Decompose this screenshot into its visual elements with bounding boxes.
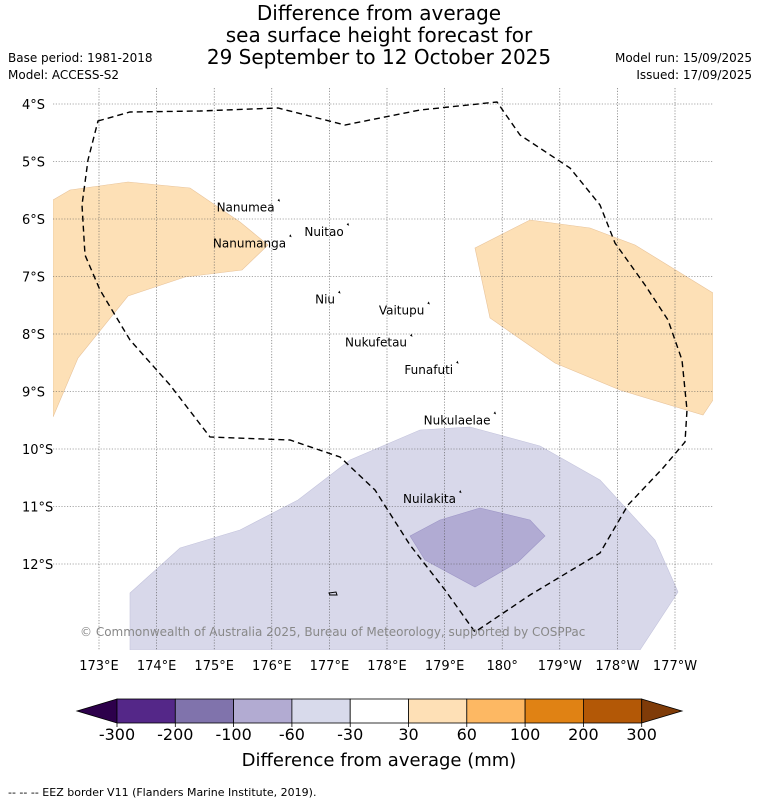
colorbar-segment [524, 698, 584, 724]
lat-label: 10°S [22, 443, 53, 458]
eez-legend-note: -- -- -- EEZ border V11 (Flanders Marine… [8, 786, 317, 799]
colorbar-segment [408, 698, 468, 724]
lon-label: 177°E [310, 659, 350, 674]
colorbar-tick-label: -200 [157, 725, 193, 744]
island-marker [456, 360, 459, 364]
colorbar-extend-high [641, 698, 684, 724]
island-marker [346, 222, 350, 226]
colorbar-segment [583, 698, 643, 724]
lat-label: 4°S [22, 98, 45, 113]
island-marker [459, 490, 462, 494]
place-label: Nanumea [217, 201, 275, 215]
lat-label: 5°S [22, 156, 45, 171]
lon-label: 179°W [538, 659, 582, 674]
colorbar: -300 -200 -100 -60 -30 30 60 100 200 300 [75, 698, 684, 744]
colorbar-segment [466, 698, 526, 724]
colorbar-segment [291, 698, 351, 724]
colorbar-title: Difference from average (mm) [241, 750, 517, 771]
lon-label: 174°E [137, 659, 177, 674]
colorbar-tick-label: -30 [337, 725, 363, 744]
positive-anomaly-east [474, 219, 713, 416]
eez-border [81, 101, 688, 633]
issued-date: Issued: 17/09/2025 [636, 68, 752, 82]
title-line-1: Difference from average [256, 1, 502, 25]
colorbar-tick-label: -300 [99, 725, 135, 744]
lat-label: 8°S [22, 328, 45, 343]
colorbar-segment [116, 698, 176, 724]
lon-label: 177°W [653, 659, 697, 674]
negative-anomaly-south [129, 426, 679, 650]
lon-label: 179°E [425, 659, 465, 674]
model-name: Model: ACCESS-S2 [8, 68, 120, 82]
title-line-2: sea surface height forecast for [225, 23, 533, 47]
positive-anomaly-west [53, 181, 269, 418]
place-label: Nukulaelae [424, 413, 491, 427]
colorbar-tick-label: 200 [568, 725, 599, 744]
lat-label: 6°S [22, 213, 45, 228]
place-label: Niu [315, 293, 335, 307]
colorbar-extend-low [75, 698, 118, 724]
place-label: Vaitupu [379, 304, 425, 318]
lon-label: 178°W [595, 659, 639, 674]
colorbar-segment [349, 698, 409, 724]
model-run: Model run: 15/09/2025 [614, 51, 752, 65]
colorbar-segment [233, 698, 293, 724]
lat-label: 9°S [22, 386, 45, 401]
island-marker [338, 290, 341, 294]
island-marker [410, 333, 413, 337]
place-label: Funafuti [404, 363, 453, 377]
lon-label: 180° [487, 659, 518, 674]
colorbar-segment [174, 698, 235, 724]
island-marker [493, 411, 497, 415]
lon-label: 175°E [194, 659, 234, 674]
lat-label: 11°S [22, 501, 53, 516]
negative-anomaly-core [409, 507, 546, 588]
lat-label: 12°S [22, 558, 53, 573]
colorbar-tick-label: 300 [626, 725, 657, 744]
title-line-3: 29 September to 12 October 2025 [206, 45, 552, 69]
lon-label: 176°E [252, 659, 292, 674]
place-label: Nuilakita [403, 492, 456, 506]
place-label: Nuitao [304, 225, 343, 239]
place-label: Nukufetau [345, 336, 407, 350]
copyright-notice: © Commonwealth of Australia 2025, Bureau… [80, 625, 585, 639]
place-label: Nanumanga [213, 236, 286, 250]
colorbar-tick-label: -60 [279, 725, 305, 744]
base-period: Base period: 1981-2018 [8, 51, 153, 65]
island-marker [289, 234, 292, 238]
island-marker [277, 198, 281, 202]
colorbar-tick-label: 60 [457, 725, 477, 744]
lat-label: 7°S [22, 271, 45, 286]
lon-label: 178°E [367, 659, 407, 674]
island-marker [427, 301, 430, 305]
colorbar-tick-label: 30 [398, 725, 418, 744]
colorbar-tick-label: 100 [510, 725, 541, 744]
nuilakita-reef [328, 591, 338, 596]
lon-label: 173°E [79, 659, 119, 674]
colorbar-tick-label: -100 [215, 725, 251, 744]
